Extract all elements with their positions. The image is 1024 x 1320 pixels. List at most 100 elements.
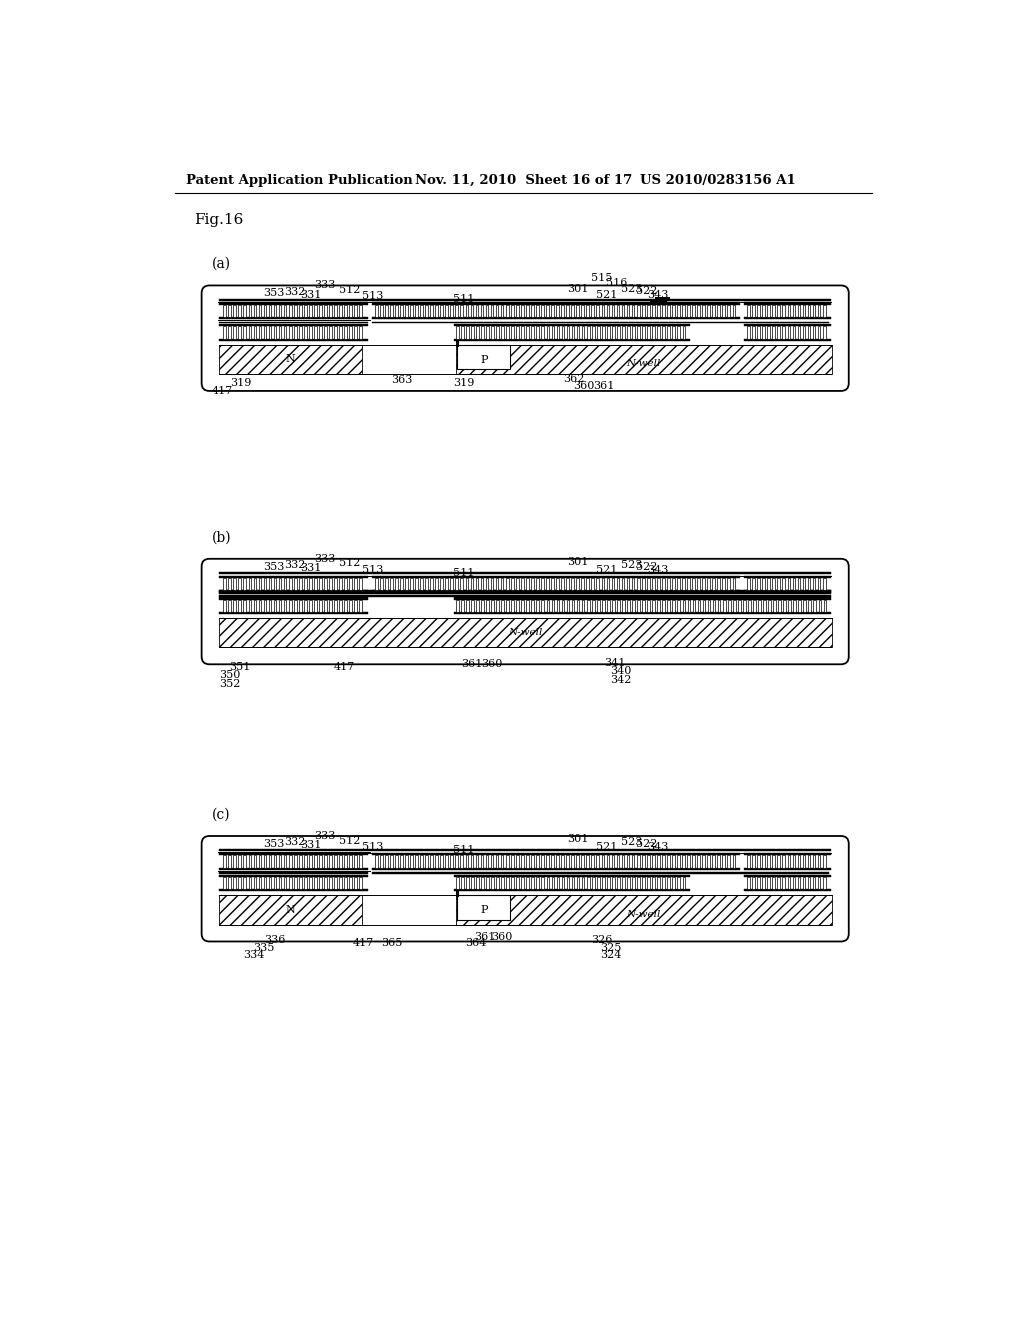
Bar <box>334 855 337 867</box>
Bar <box>219 875 369 876</box>
Text: 341: 341 <box>604 657 626 668</box>
Bar <box>476 599 478 612</box>
Bar <box>334 599 337 612</box>
Bar <box>677 855 680 867</box>
Text: 522: 522 <box>636 562 657 573</box>
Bar <box>748 578 750 590</box>
Bar <box>823 578 825 590</box>
Bar <box>273 305 276 317</box>
Bar <box>263 326 266 339</box>
Bar <box>692 578 695 590</box>
Bar <box>537 326 540 339</box>
Bar <box>372 317 740 319</box>
Text: 301: 301 <box>566 557 588 566</box>
Bar <box>687 305 690 317</box>
Bar <box>454 339 690 341</box>
Bar <box>390 855 392 867</box>
Bar <box>466 578 468 590</box>
Bar <box>612 876 614 890</box>
Bar <box>430 855 433 867</box>
Bar <box>552 599 554 612</box>
Bar <box>657 578 659 590</box>
Bar <box>259 326 261 339</box>
Bar <box>458 895 510 920</box>
Bar <box>425 305 428 317</box>
Bar <box>813 855 815 867</box>
Bar <box>516 876 519 890</box>
Bar <box>249 578 251 590</box>
Bar <box>657 326 660 339</box>
Bar <box>687 578 690 590</box>
Bar <box>451 578 453 590</box>
Bar <box>329 326 332 339</box>
Bar <box>319 326 322 339</box>
Bar <box>702 855 705 867</box>
Bar <box>334 578 337 590</box>
Text: 324: 324 <box>600 950 622 961</box>
Bar <box>339 326 342 339</box>
Bar <box>228 305 231 317</box>
Bar <box>547 599 549 612</box>
Bar <box>767 578 770 590</box>
Bar <box>758 305 760 317</box>
Bar <box>273 599 276 612</box>
Bar <box>304 599 306 612</box>
Bar <box>708 599 711 612</box>
Bar <box>244 855 246 867</box>
Bar <box>466 599 469 612</box>
Bar <box>324 578 327 590</box>
Bar <box>556 578 559 590</box>
Bar <box>485 855 488 867</box>
Text: 343: 343 <box>647 842 669 851</box>
Bar <box>677 305 680 317</box>
Bar <box>556 855 559 867</box>
Bar <box>744 339 830 341</box>
Bar <box>319 578 322 590</box>
Bar <box>354 326 357 339</box>
Bar <box>542 876 544 890</box>
Bar <box>294 599 297 612</box>
Bar <box>254 326 256 339</box>
Bar <box>223 855 226 867</box>
Bar <box>531 305 534 317</box>
Bar <box>622 578 625 590</box>
Bar <box>546 305 549 317</box>
Bar <box>577 578 579 590</box>
Bar <box>722 305 725 317</box>
Bar <box>349 876 352 890</box>
Bar <box>228 876 231 890</box>
Bar <box>632 326 635 339</box>
Bar <box>329 305 332 317</box>
Bar <box>372 302 740 305</box>
Bar <box>767 305 770 317</box>
Bar <box>663 599 665 612</box>
Bar <box>284 578 287 590</box>
Bar <box>647 326 650 339</box>
Bar <box>372 590 740 593</box>
Bar <box>758 326 760 339</box>
Bar <box>678 326 680 339</box>
Bar <box>490 578 494 590</box>
Bar <box>577 876 580 890</box>
Bar <box>592 578 594 590</box>
Bar <box>627 599 630 612</box>
Bar <box>677 578 680 590</box>
Bar <box>782 876 785 890</box>
Bar <box>632 876 635 890</box>
Text: Fig.16: Fig.16 <box>194 213 244 227</box>
Bar <box>233 855 237 867</box>
Bar <box>456 326 459 339</box>
Bar <box>249 599 251 612</box>
Bar <box>537 876 540 890</box>
Bar <box>744 302 830 305</box>
Bar <box>244 578 246 590</box>
Bar <box>722 578 725 590</box>
Bar <box>722 855 725 867</box>
Bar <box>324 326 327 339</box>
Text: 515: 515 <box>591 273 612 282</box>
Bar <box>501 855 504 867</box>
Bar <box>663 326 665 339</box>
Bar <box>571 305 574 317</box>
Text: 353: 353 <box>263 561 285 572</box>
Bar <box>683 326 685 339</box>
